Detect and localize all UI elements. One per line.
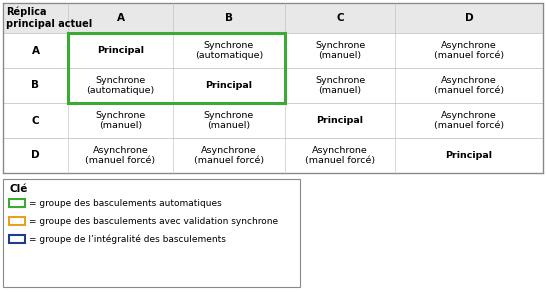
Bar [3,3,543,33]
Text: Synchrone
(manuel): Synchrone (manuel) [315,41,365,60]
Bar [68,33,285,103]
Text: C: C [336,13,344,23]
Text: Principal: Principal [446,151,492,160]
Text: Asynchrone
(manuel forcé): Asynchrone (manuel forcé) [85,146,156,165]
Text: = groupe de l’intégralité des basculements: = groupe de l’intégralité des basculemen… [29,234,226,244]
Text: Synchrone
(manuel): Synchrone (manuel) [96,111,146,130]
Text: Principal: Principal [317,116,364,125]
Text: Clé: Clé [9,184,27,194]
Text: A: A [116,13,124,23]
Bar [9,217,25,225]
Text: = groupe des basculements avec validation synchrone: = groupe des basculements avec validatio… [29,216,278,225]
Text: D: D [465,13,473,23]
Text: D: D [31,150,40,161]
Text: C: C [32,116,39,126]
Text: Synchrone
(automatique): Synchrone (automatique) [195,41,263,60]
Text: B: B [225,13,233,23]
Text: = groupe des basculements automatiques: = groupe des basculements automatiques [29,199,222,208]
Text: Asynchrone
(manuel forcé): Asynchrone (manuel forcé) [194,146,264,165]
Text: Asynchrone
(manuel forcé): Asynchrone (manuel forcé) [305,146,375,165]
Text: Synchrone
(automatique): Synchrone (automatique) [86,76,155,95]
Text: Asynchrone
(manuel forcé): Asynchrone (manuel forcé) [434,76,504,95]
Text: Principal: Principal [97,46,144,55]
Text: Réplica
principal actuel: Réplica principal actuel [6,7,92,29]
Bar [9,199,25,207]
Text: Asynchrone
(manuel forcé): Asynchrone (manuel forcé) [434,111,504,130]
Text: Synchrone
(manuel): Synchrone (manuel) [315,76,365,95]
Bar [3,3,543,173]
Bar [9,235,25,243]
Bar [3,179,300,287]
Text: A: A [32,46,39,55]
Text: Principal: Principal [205,81,252,90]
Text: Asynchrone
(manuel forcé): Asynchrone (manuel forcé) [434,41,504,60]
Text: B: B [32,81,39,91]
Text: Synchrone
(manuel): Synchrone (manuel) [204,111,254,130]
